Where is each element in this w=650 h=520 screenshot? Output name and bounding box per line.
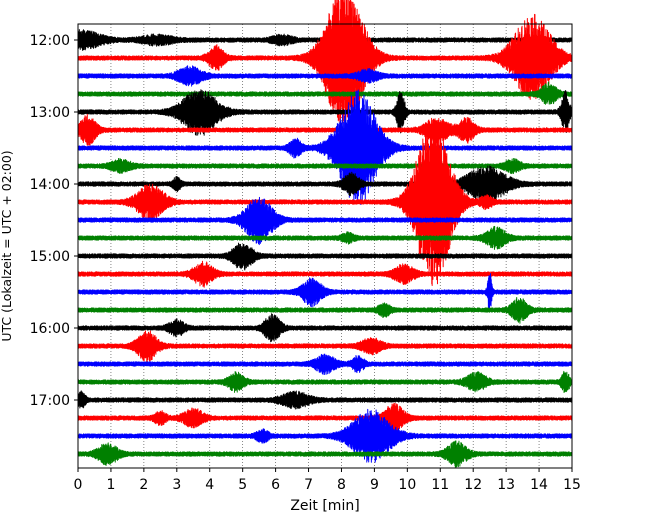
trace-line-1315: [77, 113, 573, 146]
y-tick-label: 15:00: [30, 249, 70, 265]
x-tick-label: 8: [337, 477, 346, 493]
x-tick-label: 4: [205, 477, 214, 493]
trace-lines: [77, 0, 573, 468]
trace-line-1230: [77, 65, 573, 87]
trace-line-1330: [77, 89, 573, 205]
x-tick-label: 10: [398, 477, 416, 493]
x-tick-label: 11: [431, 477, 449, 493]
y-tick-label: 17:00: [30, 393, 70, 409]
trace-line-1215: [77, 0, 573, 125]
x-tick-label: 9: [370, 477, 379, 493]
plot-frame: [77, 23, 573, 469]
x-axis-label: Zeit [min]: [290, 498, 359, 514]
trace-line-1715: [77, 402, 573, 433]
y-tick-label: 16:00: [30, 321, 70, 337]
trace-line-1730: [77, 408, 573, 463]
x-tick-label: 14: [530, 477, 548, 493]
trace-line-1430: [77, 196, 573, 246]
trace-line-1415: [77, 120, 573, 286]
trace-line-1445: [77, 225, 573, 250]
x-tick-label: 12: [464, 477, 482, 493]
y-axis-ticks: 12:00 13:00 14:00 15:00 16:00 17:00: [30, 33, 78, 409]
y-tick-label: 12:00: [30, 33, 70, 49]
y-tick-label: 14:00: [30, 177, 70, 193]
trace-line-1615: [77, 330, 573, 363]
trace-line-1600: [77, 313, 573, 343]
trace-line-1400: [77, 165, 573, 204]
x-tick-label: 13: [497, 477, 515, 493]
x-tick-label: 3: [172, 477, 181, 493]
trace-line-1630: [77, 353, 573, 376]
trace-line-1245: [77, 81, 573, 105]
trace-line-1545: [77, 297, 573, 324]
x-tick-label: 1: [106, 477, 115, 493]
trace-line-1745: [77, 440, 573, 468]
x-tick-label: 6: [271, 477, 280, 493]
trace-line-1300: [77, 89, 573, 136]
trace-line-1530: [77, 273, 573, 309]
trace-line-1515: [77, 260, 573, 288]
trace-line-1500: [77, 242, 573, 271]
x-tick-label: 5: [238, 477, 247, 493]
x-axis-ticks: 0 1 2 3 4 5 6 7 8 9 10 11 12 13 14 15: [74, 468, 581, 493]
y-tick-label: 13:00: [30, 105, 70, 121]
trace-line-1700: [77, 390, 573, 410]
y-axis-label: UTC (Lokalzeit = UTC + 02:00): [0, 150, 14, 341]
x-tick-label: 2: [139, 477, 148, 493]
trace-line-1645: [77, 370, 573, 393]
x-tick-label: 15: [563, 477, 581, 493]
x-tick-label: 7: [304, 477, 313, 493]
x-tick-label: 0: [74, 477, 83, 493]
